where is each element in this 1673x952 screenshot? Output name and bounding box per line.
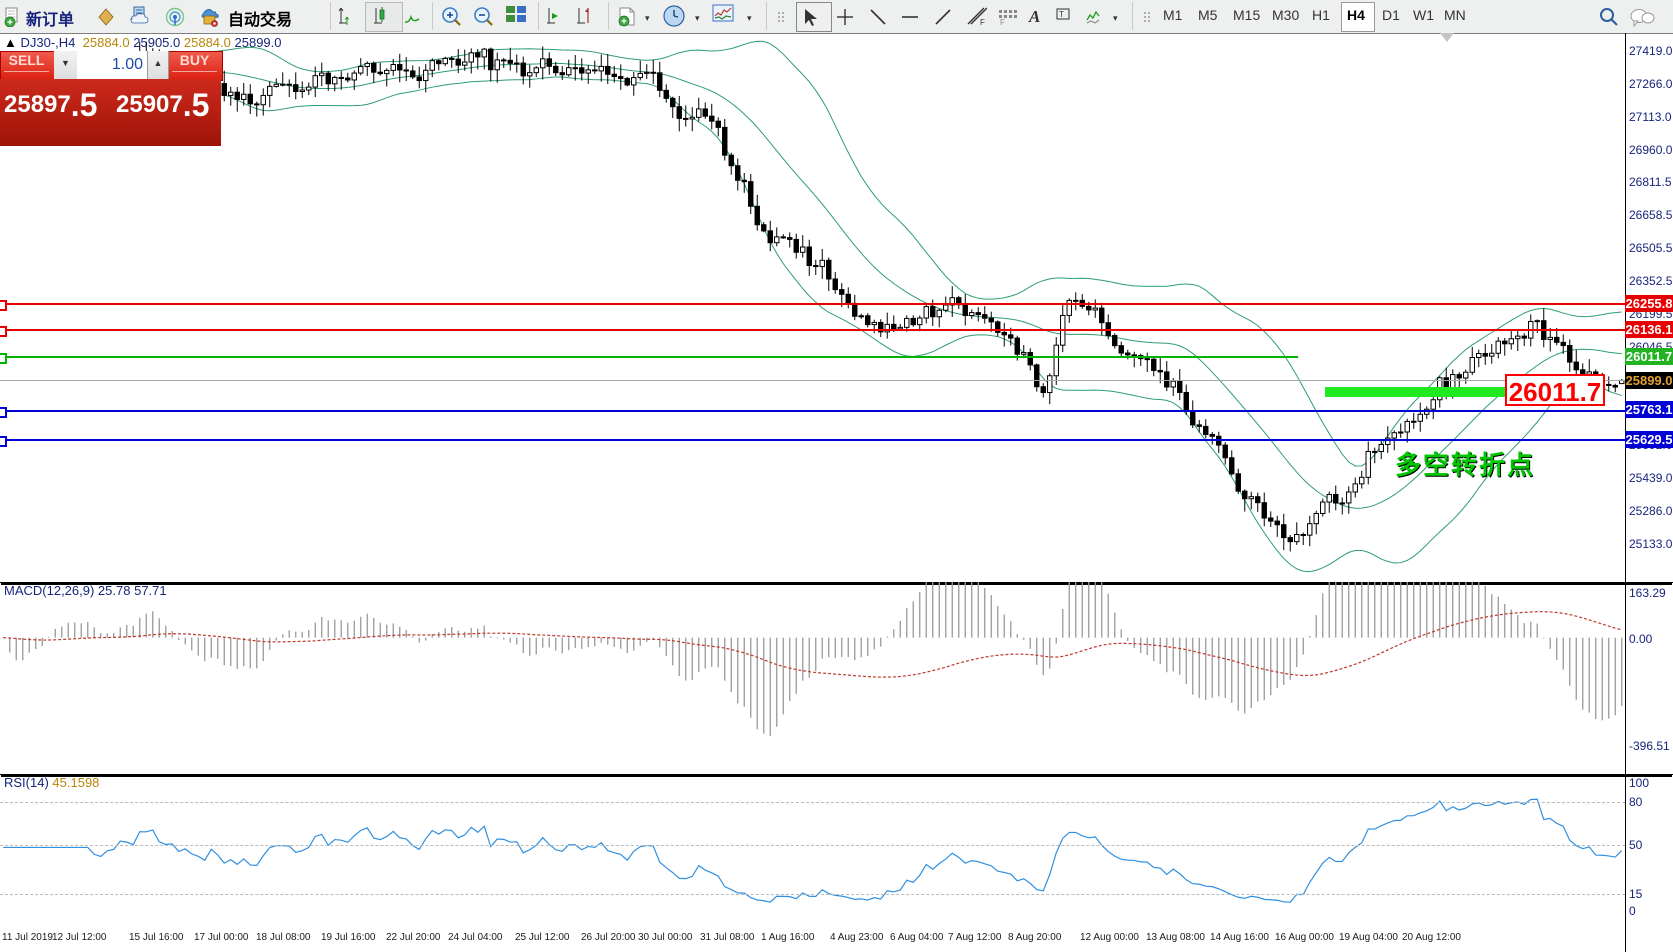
svg-text:F: F [1000,18,1005,27]
svg-text:T: T [1059,10,1064,19]
svg-text:F: F [980,18,985,27]
